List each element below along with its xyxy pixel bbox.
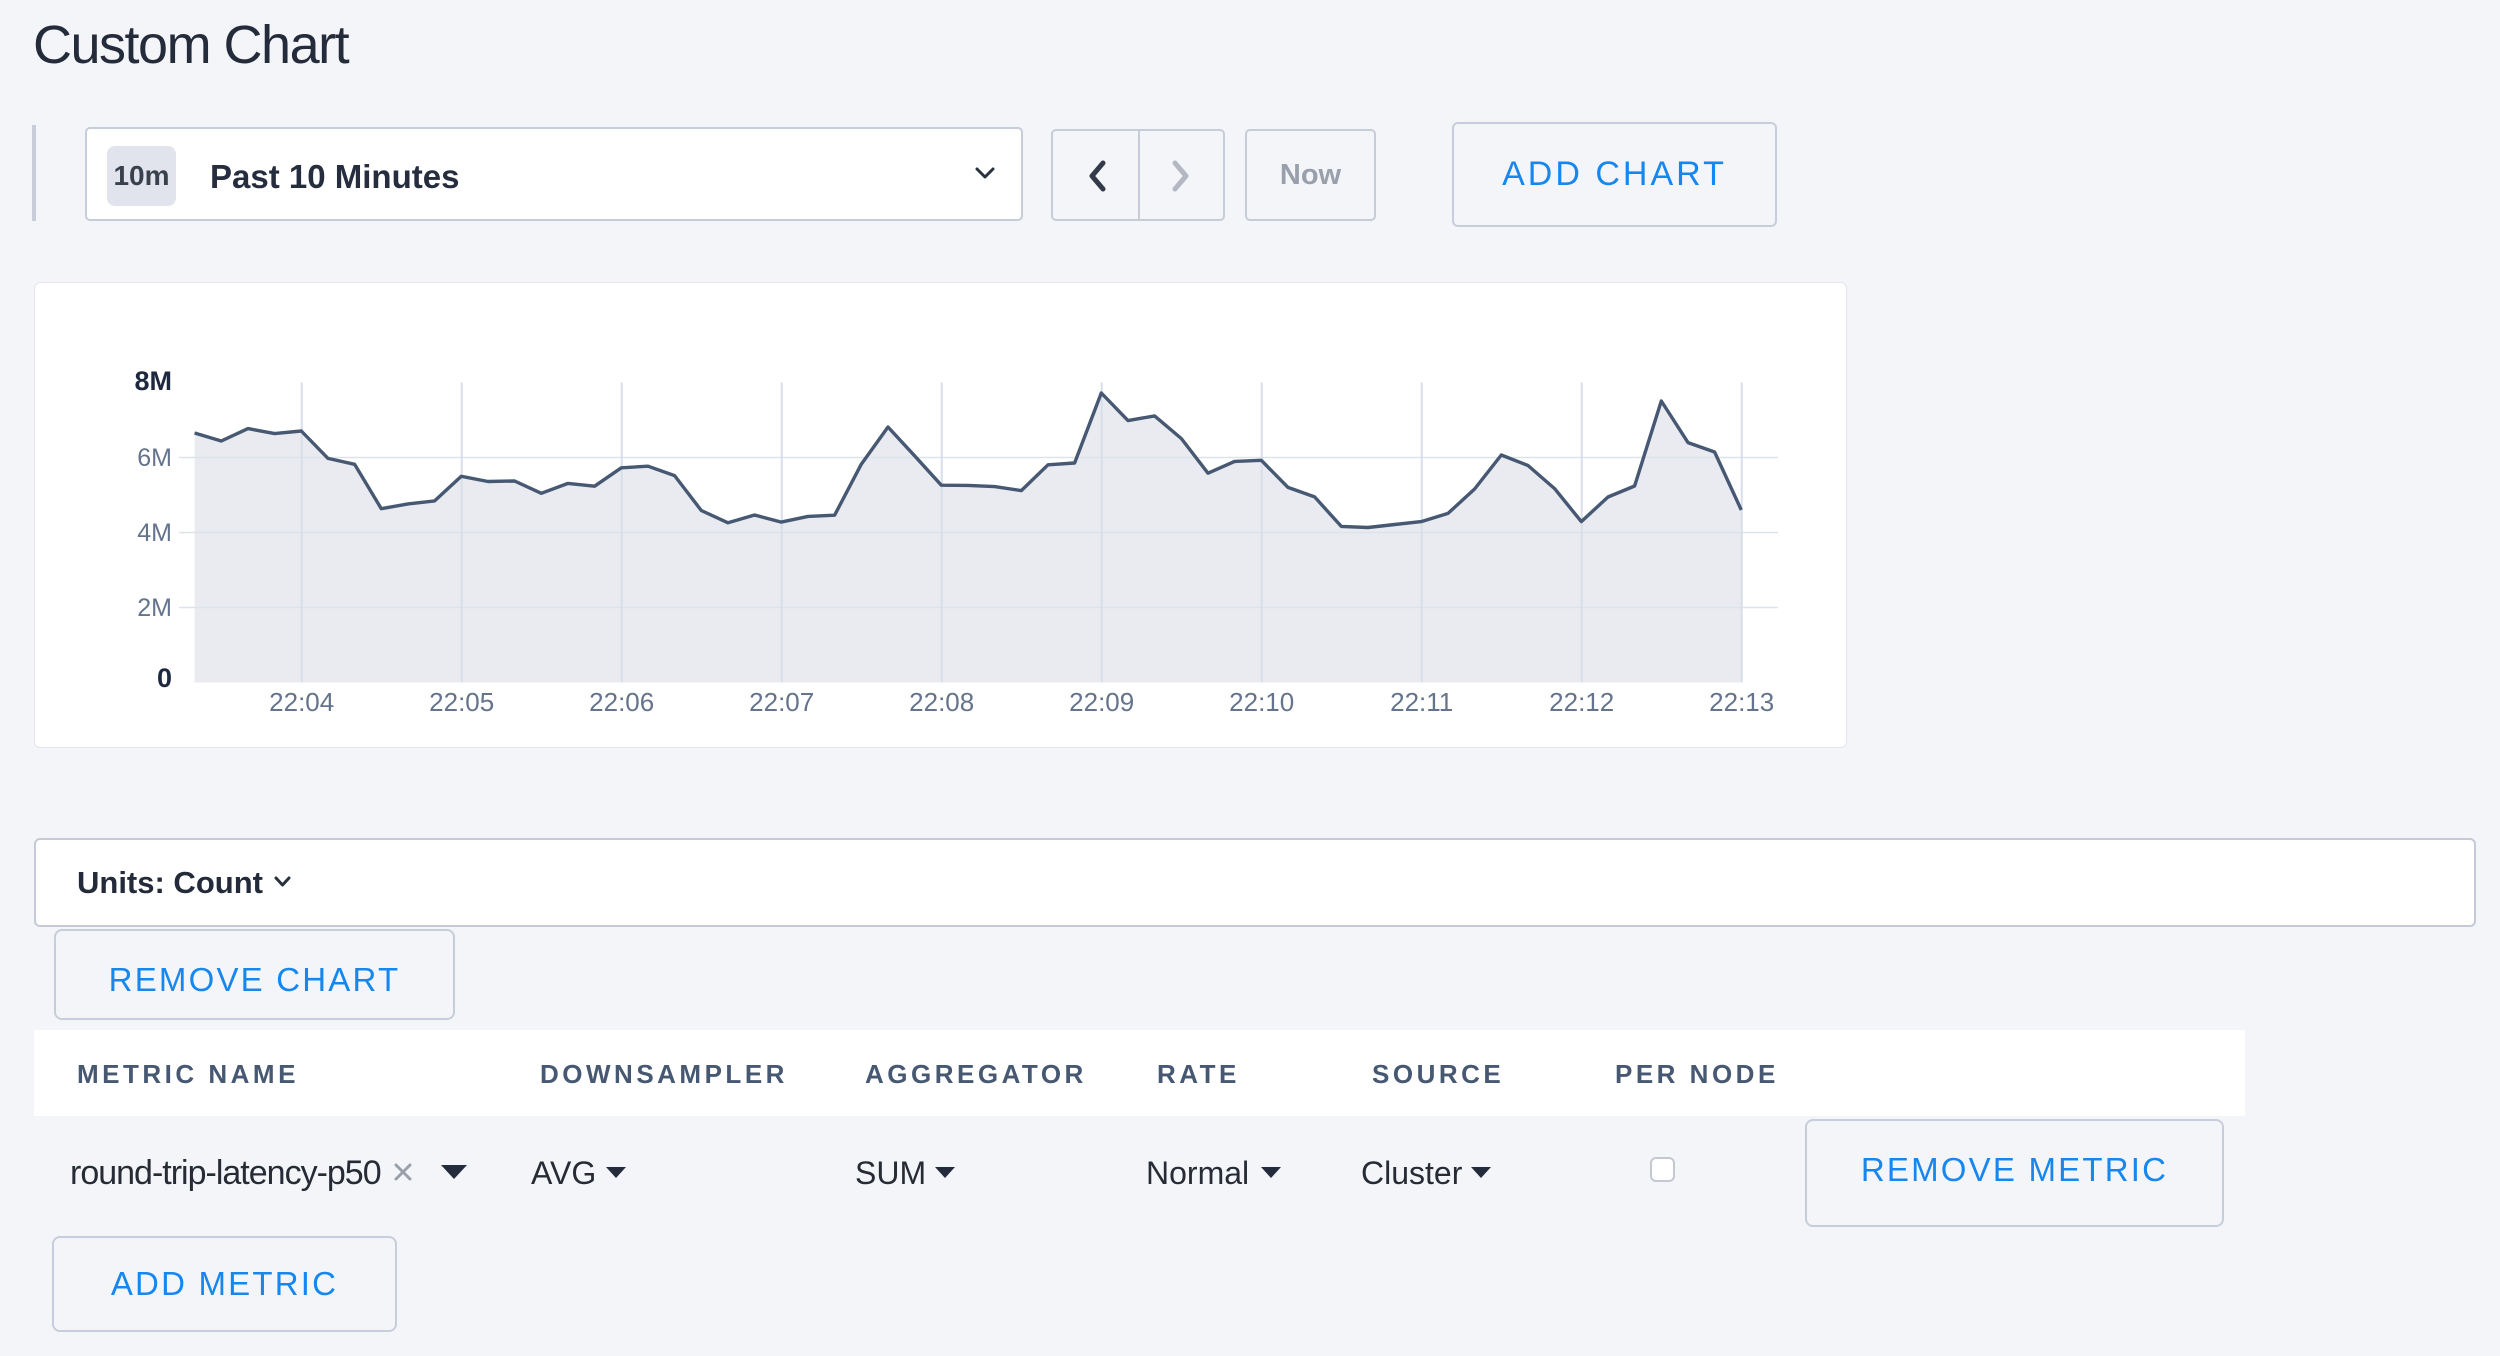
svg-text:22:12: 22:12 [1549,687,1614,717]
svg-text:8M: 8M [134,366,172,396]
svg-text:22:06: 22:06 [589,687,654,717]
svg-text:22:07: 22:07 [749,687,814,717]
svg-text:0: 0 [157,663,172,693]
svg-text:4M: 4M [137,519,172,547]
svg-text:22:09: 22:09 [1069,687,1134,717]
svg-text:6M: 6M [137,444,172,472]
svg-text:22:05: 22:05 [429,687,494,717]
svg-text:22:11: 22:11 [1390,687,1453,717]
svg-text:22:04: 22:04 [269,687,334,717]
svg-text:22:13: 22:13 [1709,687,1774,717]
svg-text:22:10: 22:10 [1229,687,1294,717]
svg-text:22:08: 22:08 [909,687,974,717]
svg-text:2M: 2M [137,594,172,622]
